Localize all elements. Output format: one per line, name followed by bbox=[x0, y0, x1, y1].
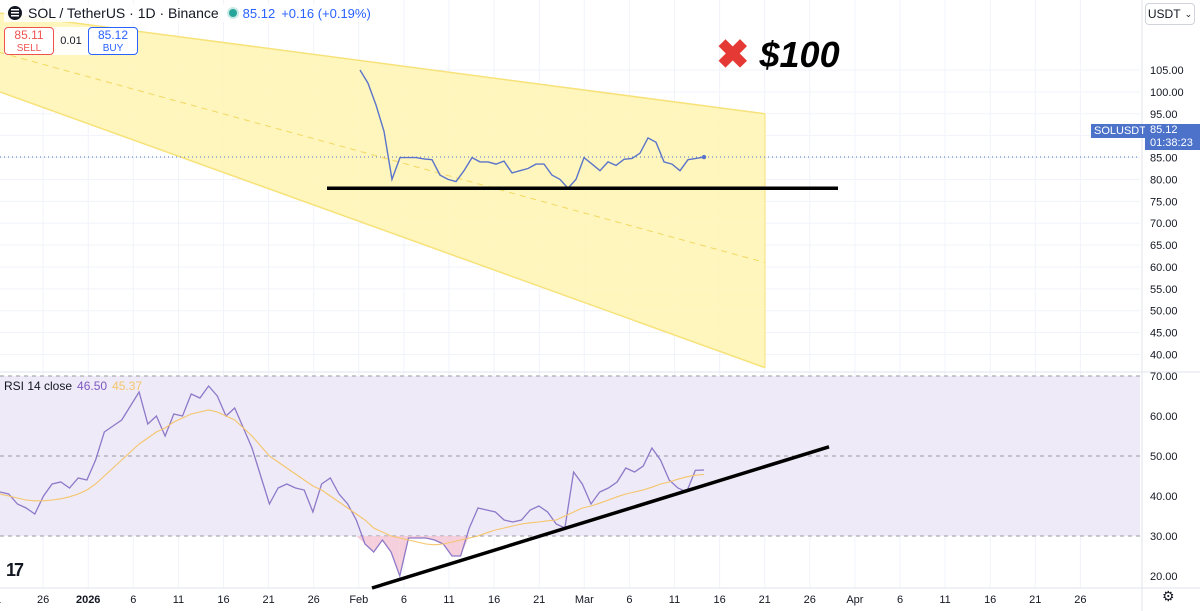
x-tick-label: 6 bbox=[626, 594, 632, 606]
chevron-down-icon: ⌄ bbox=[1184, 8, 1193, 19]
currency-label: USDT bbox=[1147, 7, 1181, 21]
target-annotation[interactable]: ✖ $100 bbox=[716, 34, 840, 76]
x-tick-label: 1 bbox=[0, 594, 1, 606]
price-series bbox=[0, 69, 1140, 190]
channel-midline bbox=[0, 52, 766, 264]
market-status-icon bbox=[228, 9, 237, 17]
price-tick-label: 45.00 bbox=[1150, 328, 1178, 340]
x-tick-label: 26 bbox=[308, 594, 320, 606]
rsi-oversold-fill bbox=[391, 536, 400, 576]
sell-button[interactable]: 85.11 SELL bbox=[4, 27, 54, 55]
x-tick-label: 11 bbox=[939, 594, 950, 606]
price-tick-label: 80.00 bbox=[1150, 174, 1178, 186]
x-tick-label: 2026 bbox=[76, 594, 100, 606]
x-tick-label: 11 bbox=[669, 594, 680, 606]
rsi-tick-label: 60.00 bbox=[1150, 411, 1178, 423]
x-tick-label: 21 bbox=[759, 594, 771, 606]
rsi-oversold-fill bbox=[460, 536, 470, 556]
x-tick-label: 26 bbox=[37, 594, 49, 606]
symbol-header: SOL / TetherUS · 1D · Binance 85.12 +0.1… bbox=[4, 4, 375, 22]
bar-countdown: 01:38:23 bbox=[1150, 137, 1193, 149]
rsi-oversold-fill bbox=[443, 536, 452, 556]
x-tick-label: 6 bbox=[130, 594, 136, 606]
x-tick-label: 6 bbox=[401, 594, 407, 606]
target-text: $100 bbox=[759, 34, 840, 75]
symbol-price-label: SOLUSDT bbox=[1091, 124, 1149, 138]
x-tick-label: 26 bbox=[1074, 594, 1086, 606]
sell-price: 85.11 bbox=[14, 28, 44, 42]
x-tick-label: Mar bbox=[575, 594, 594, 606]
header-price: 85.12 bbox=[242, 5, 276, 21]
buy-label: BUY bbox=[102, 43, 124, 54]
cross-mark-icon: ✖ bbox=[716, 33, 750, 77]
rsi-tick-label: 50.00 bbox=[1150, 451, 1178, 463]
x-tick-label: 16 bbox=[713, 594, 725, 606]
rsi-legend[interactable]: RSI 14 close 46.50 45.37 bbox=[4, 379, 142, 393]
gear-icon[interactable]: ⚙ bbox=[1162, 588, 1175, 604]
x-tick-label: 26 bbox=[804, 594, 816, 606]
rsi-oversold-fill bbox=[451, 536, 461, 556]
x-tick-label: 21 bbox=[1029, 594, 1041, 606]
x-tick-label: 16 bbox=[984, 594, 996, 606]
rsi-tick-label: 40.00 bbox=[1150, 491, 1178, 503]
spread: 0.01 bbox=[60, 35, 82, 47]
x-tick-label: Apr bbox=[846, 594, 863, 606]
x-tick-label: 11 bbox=[173, 594, 184, 606]
rsi-tick-label: 20.00 bbox=[1150, 571, 1178, 583]
price-tick-label: 65.00 bbox=[1150, 240, 1178, 252]
rsi-trendline bbox=[371, 445, 830, 590]
rsi-ma-line bbox=[0, 409, 705, 546]
price-tick-label: 95.00 bbox=[1150, 109, 1178, 121]
price-channel bbox=[0, 12, 766, 369]
x-tick-label: 11 bbox=[443, 594, 454, 606]
rsi-oversold-fill bbox=[365, 536, 374, 552]
currency-selector[interactable]: USDT ⌄ bbox=[1145, 3, 1195, 25]
buy-price: 85.12 bbox=[97, 28, 129, 42]
rsi-ma-value: 45.37 bbox=[112, 379, 143, 393]
symbol-title[interactable]: SOL / TetherUS · 1D · Binance bbox=[28, 5, 219, 21]
rsi-title: RSI 14 close bbox=[4, 379, 73, 393]
x-tick-label: 6 bbox=[897, 594, 903, 606]
price-tick-label: 50.00 bbox=[1150, 306, 1178, 318]
sell-label: SELL bbox=[16, 43, 42, 54]
price-tick-label: 85.00 bbox=[1150, 153, 1178, 165]
x-tick-label: 21 bbox=[533, 594, 545, 606]
drawings[interactable] bbox=[327, 186, 838, 590]
price-line bbox=[359, 69, 705, 190]
price-tick-label: 105.00 bbox=[1150, 65, 1184, 77]
rsi-pane bbox=[0, 375, 1140, 579]
price-tick-label: 40.00 bbox=[1150, 349, 1178, 361]
x-tick-label: 21 bbox=[262, 594, 274, 606]
last-price-value: 85.12 bbox=[1150, 124, 1178, 136]
channel-fill bbox=[0, 13, 765, 368]
rsi-oversold-fill bbox=[434, 536, 444, 544]
price-tick-label: 70.00 bbox=[1150, 218, 1178, 230]
rsi-tick-label: 30.00 bbox=[1150, 531, 1178, 543]
channel-lower-line bbox=[0, 91, 766, 369]
last-price-marker: 85.12 01:38:23 bbox=[1145, 124, 1200, 150]
price-tick-label: 60.00 bbox=[1150, 262, 1178, 274]
solana-logo-icon bbox=[8, 6, 22, 20]
header-change: +0.16 (+0.19%) bbox=[281, 5, 371, 21]
price-tick-label: 55.00 bbox=[1150, 284, 1178, 296]
price-tick-label: 75.00 bbox=[1150, 196, 1178, 208]
order-panel: 85.11 SELL 0.01 85.12 BUY bbox=[4, 27, 138, 55]
rsi-value: 46.50 bbox=[77, 379, 108, 393]
buy-button[interactable]: 85.12 BUY bbox=[88, 27, 138, 55]
x-tick-label: 16 bbox=[488, 594, 500, 606]
rsi-tick-label: 70.00 bbox=[1150, 371, 1178, 383]
x-tick-label: Feb bbox=[349, 594, 368, 606]
price-tick-label: 100.00 bbox=[1150, 87, 1184, 99]
x-tick-label: 16 bbox=[217, 594, 229, 606]
rsi-line bbox=[0, 384, 705, 579]
tradingview-logo[interactable]: 17 bbox=[6, 560, 24, 580]
